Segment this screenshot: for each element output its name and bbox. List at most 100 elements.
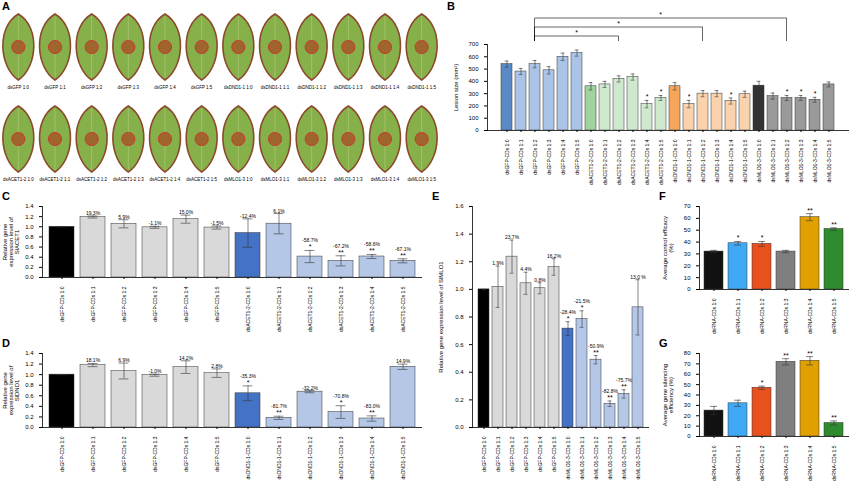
svg-text:dsRNA-CDs 1:5: dsRNA-CDs 1:5 — [831, 445, 837, 481]
svg-text:dsRNA-CDs 1:2: dsRNA-CDs 1:2 — [759, 298, 765, 334]
svg-text:14.9%: 14.9% — [396, 358, 411, 364]
svg-text:dsGFP-CDs 1:0: dsGFP-CDs 1:0 — [481, 436, 487, 472]
svg-text:0.0: 0.0 — [25, 424, 34, 430]
svg-text:50: 50 — [684, 382, 691, 388]
svg-text:dsGFP-CDs 1:0: dsGFP-CDs 1:0 — [504, 139, 510, 175]
svg-text:1.2: 1.2 — [25, 214, 34, 220]
svg-text:dsGFP-CDs 1:5: dsGFP-CDs 1:5 — [214, 286, 220, 322]
svg-text:dsMLO1-3-CDs 1:0: dsMLO1-3-CDs 1:0 — [565, 436, 571, 479]
svg-text:dsMLO1-3 1:0: dsMLO1-3 1:0 — [224, 177, 253, 182]
svg-text:*: * — [581, 304, 584, 311]
svg-text:*: * — [800, 88, 803, 95]
svg-text:1.2: 1.2 — [25, 361, 34, 367]
svg-text:dsGFP-CDs 1:5: dsGFP-CDs 1:5 — [214, 436, 220, 472]
svg-text:600: 600 — [468, 54, 479, 60]
svg-text:80: 80 — [684, 350, 691, 356]
svg-text:dsMLO1-3-CDs 1:4: dsMLO1-3-CDs 1:4 — [621, 436, 627, 479]
svg-text:dsACET1-2 1:4: dsACET1-2 1:4 — [150, 177, 181, 182]
svg-text:-1.5%: -1.5% — [210, 220, 224, 226]
svg-text:**: ** — [783, 352, 789, 359]
svg-text:**: ** — [593, 349, 599, 356]
svg-text:-50.9%: -50.9% — [588, 343, 604, 349]
svg-text:0: 0 — [475, 127, 479, 133]
svg-text:Average gene silencingefficien: Average gene silencingefficiency (%) — [662, 364, 674, 426]
svg-text:1.0: 1.0 — [25, 372, 34, 378]
svg-text:-75.7%: -75.7% — [616, 377, 632, 383]
svg-text:1.6: 1.6 — [455, 203, 464, 209]
svg-text:dsGFP 1:2: dsGFP 1:2 — [81, 85, 103, 90]
svg-text:1.2: 1.2 — [455, 259, 464, 265]
svg-text:Lesion size (mm²): Lesion size (mm²) — [453, 64, 459, 112]
svg-text:-83.0%: -83.0% — [364, 403, 380, 409]
svg-text:dsGFP-CDs 1:3: dsGFP-CDs 1:3 — [152, 436, 158, 472]
svg-text:300: 300 — [468, 91, 479, 97]
svg-text:1.9%: 1.9% — [492, 260, 504, 266]
svg-text:dsMLO1-3-CDs 1:3: dsMLO1-3-CDs 1:3 — [798, 139, 804, 182]
svg-text:dsGFP-CDs 1:4: dsGFP-CDs 1:4 — [183, 436, 189, 472]
svg-text:-81.7%: -81.7% — [271, 403, 287, 409]
svg-text:dsACET1-2-CDs 1:3: dsACET1-2-CDs 1:3 — [630, 139, 636, 185]
svg-text:dsDND1-1-CDs 1:5: dsDND1-1-CDs 1:5 — [400, 436, 406, 479]
svg-text:-82.8%: -82.8% — [602, 388, 618, 394]
svg-text:0.0: 0.0 — [455, 424, 464, 430]
svg-text:-1.1%: -1.1% — [148, 220, 162, 226]
svg-text:dsMLO1-3-CDs 1:4: dsMLO1-3-CDs 1:4 — [812, 139, 818, 182]
svg-text:dsGFP 1:1: dsGFP 1:1 — [44, 85, 66, 90]
svg-text:0.2: 0.2 — [25, 264, 34, 270]
svg-text:10: 10 — [684, 275, 691, 281]
svg-text:dsDND1-1 1:1: dsDND1-1 1:1 — [261, 85, 290, 90]
svg-text:1.0: 1.0 — [25, 224, 34, 230]
svg-text:*: * — [761, 379, 764, 386]
svg-text:dsMLO1-3-CDs 1:2: dsMLO1-3-CDs 1:2 — [593, 436, 599, 479]
svg-text:0.8: 0.8 — [25, 234, 34, 240]
svg-text:dsACET1-2-CDs 1:2: dsACET1-2-CDs 1:2 — [616, 139, 622, 185]
svg-text:0: 0 — [687, 286, 691, 292]
svg-text:dsGFP-CDs 1:2: dsGFP-CDs 1:2 — [509, 436, 515, 472]
svg-text:dsMLO1-3 1:3: dsMLO1-3 1:3 — [334, 177, 363, 182]
svg-text:-70.8%: -70.8% — [333, 393, 349, 399]
svg-text:19.3%: 19.3% — [86, 210, 101, 216]
svg-text:18.1%: 18.1% — [86, 357, 101, 363]
svg-text:**: ** — [369, 247, 375, 254]
svg-text:dsRNA-CDs 1:4: dsRNA-CDs 1:4 — [807, 445, 813, 481]
svg-text:6.9%: 6.9% — [118, 357, 130, 363]
svg-text:dsDND1-1 1:2: dsDND1-1 1:2 — [297, 85, 326, 90]
svg-text:dsRNA-CDs 1:3: dsRNA-CDs 1:3 — [783, 298, 789, 334]
svg-text:0: 0 — [687, 433, 691, 439]
svg-text:40: 40 — [684, 392, 691, 398]
svg-text:Average control efficacy(%): Average control efficacy(%) — [662, 216, 674, 280]
svg-text:*: * — [660, 88, 663, 95]
svg-text:dsACET1-2 1:0: dsACET1-2 1:0 — [3, 177, 34, 182]
svg-text:13.0 %: 13.0 % — [630, 274, 646, 280]
svg-text:0.0: 0.0 — [25, 274, 34, 280]
svg-text:10: 10 — [684, 423, 691, 429]
svg-text:dsGFP 1:0: dsGFP 1:0 — [8, 85, 30, 90]
svg-text:**: ** — [369, 409, 375, 416]
svg-text:-1.0%: -1.0% — [148, 368, 162, 374]
svg-text:*: * — [814, 90, 817, 97]
svg-text:**: ** — [400, 252, 406, 259]
svg-text:*: * — [575, 29, 578, 36]
svg-text:30: 30 — [684, 251, 691, 257]
svg-text:200: 200 — [468, 103, 479, 109]
svg-text:dsGFP-CDs 1:1: dsGFP-CDs 1:1 — [90, 286, 96, 322]
svg-text:*: * — [309, 243, 312, 250]
svg-text:0.8: 0.8 — [455, 314, 464, 320]
svg-text:-58.6%: -58.6% — [364, 241, 380, 247]
svg-text:dsGFP 1:4: dsGFP 1:4 — [154, 85, 176, 90]
svg-text:dsMLO1-3-CDs 1:5: dsMLO1-3-CDs 1:5 — [635, 436, 641, 479]
svg-text:dsRNA-CDs 1:1: dsRNA-CDs 1:1 — [735, 298, 741, 334]
svg-text:**: ** — [807, 207, 813, 214]
svg-text:60: 60 — [684, 371, 691, 377]
svg-text:dsGFP 1:5: dsGFP 1:5 — [191, 85, 213, 90]
svg-text:dsGFP-CDs 1:0: dsGFP-CDs 1:0 — [59, 436, 65, 472]
svg-text:*: * — [247, 379, 250, 386]
svg-text:dsMLO1-3-CDs 1:5: dsMLO1-3-CDs 1:5 — [826, 139, 832, 182]
svg-text:Relative gene expression level: Relative gene expression level of SlMLO1 — [438, 261, 444, 373]
svg-text:dsGFP-CDs 1:4: dsGFP-CDs 1:4 — [537, 436, 543, 472]
svg-text:dsGFP-CDs 1:2: dsGFP-CDs 1:2 — [121, 436, 127, 472]
svg-text:dsGFP-CDs 1:5: dsGFP-CDs 1:5 — [551, 436, 557, 472]
svg-text:dsDND1-1 1:4: dsDND1-1 1:4 — [371, 85, 400, 90]
svg-text:**: ** — [276, 409, 282, 416]
svg-text:dsMLO1-3 1:5: dsMLO1-3 1:5 — [407, 177, 436, 182]
